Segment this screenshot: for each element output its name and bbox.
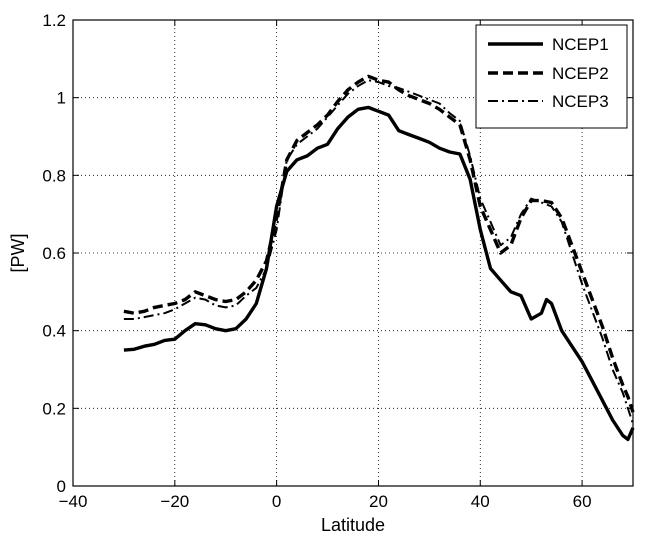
x-tick-label: 40	[471, 492, 490, 511]
legend-label-ncep3: NCEP3	[552, 92, 609, 111]
x-tick-label: −40	[59, 492, 88, 511]
y-axis-title: [PW]	[8, 234, 28, 273]
x-tick-label: −20	[160, 492, 189, 511]
y-tick-label: 0.2	[42, 399, 66, 418]
x-tick-label: 60	[573, 492, 592, 511]
series-layer	[123, 74, 635, 442]
ticks: −40 −20 0 20 40 60 0 0.2 0.4 0.6 0.8 1 1.2	[42, 11, 633, 511]
series-line-ncep3	[123, 79, 634, 425]
x-axis-title: Latitude	[321, 515, 385, 535]
series-line-ncep2	[123, 74, 635, 413]
legend: NCEP1 NCEP2 NCEP3	[475, 24, 628, 129]
y-tick-label: 0.4	[42, 322, 66, 341]
legend-label-ncep2: NCEP2	[552, 64, 609, 83]
legend-box	[475, 24, 628, 129]
y-tick-label: 0	[57, 477, 66, 496]
y-tick-label: 0.8	[42, 166, 66, 185]
y-tick-label: 1.2	[42, 11, 66, 30]
x-tick-label: 0	[272, 492, 281, 511]
legend-label-ncep1: NCEP1	[552, 35, 609, 54]
series-line-ncep1	[123, 105, 635, 442]
x-tick-label: 20	[369, 492, 388, 511]
y-tick-label: 1	[57, 89, 66, 108]
grid	[73, 20, 633, 486]
y-tick-label: 0.6	[42, 244, 66, 263]
